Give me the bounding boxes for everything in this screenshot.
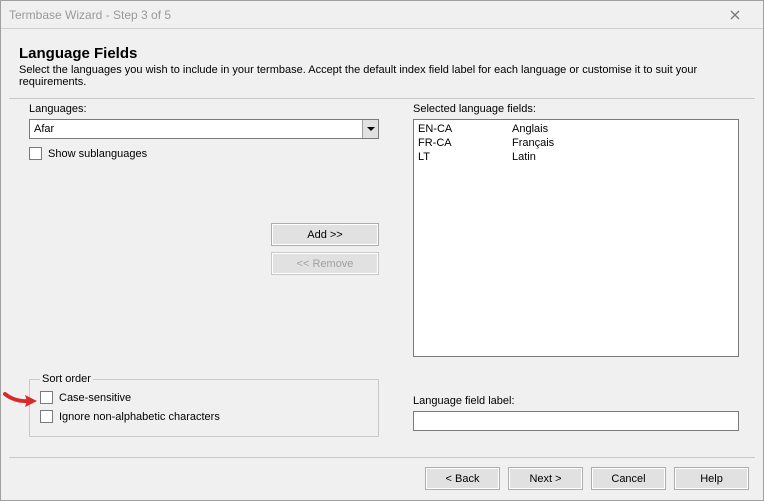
footer-divider <box>9 457 755 458</box>
case-sensitive-row: Case-sensitive <box>40 391 368 404</box>
cancel-button[interactable]: Cancel <box>591 467 666 490</box>
languages-label: Languages: <box>29 103 379 115</box>
help-button[interactable]: Help <box>674 467 749 490</box>
ignore-nonalpha-label: Ignore non-alphabetic characters <box>59 411 220 423</box>
language-field-label-input[interactable] <box>413 411 739 431</box>
wizard-window: Termbase Wizard - Step 3 of 5 Language F… <box>0 0 764 501</box>
list-item[interactable]: LT Latin <box>418 150 734 164</box>
page-description: Select the languages you wish to include… <box>19 64 745 88</box>
list-item-code: FR-CA <box>418 136 512 150</box>
show-sublanguages-label: Show sublanguages <box>48 148 147 160</box>
case-sensitive-checkbox[interactable] <box>40 391 53 404</box>
window-title: Termbase Wizard - Step 3 of 5 <box>9 8 715 22</box>
list-item-code: EN-CA <box>418 122 512 136</box>
right-column: Selected language fields: EN-CA Anglais … <box>413 103 739 357</box>
case-sensitive-label: Case-sensitive <box>59 392 131 404</box>
language-field-label-label: Language field label: <box>413 395 515 407</box>
list-item-name: Français <box>512 136 734 150</box>
chevron-down-icon[interactable] <box>362 120 378 138</box>
back-button[interactable]: < Back <box>425 467 500 490</box>
show-sublanguages-checkbox[interactable] <box>29 147 42 160</box>
list-item[interactable]: FR-CA Français <box>418 136 734 150</box>
next-button[interactable]: Next > <box>508 467 583 490</box>
footer-buttons: < Back Next > Cancel Help <box>425 467 749 490</box>
list-item-name: Anglais <box>512 122 734 136</box>
remove-button: << Remove <box>271 252 379 275</box>
page-title: Language Fields <box>19 45 745 62</box>
sort-order-group: Sort order Case-sensitive Ignore non-alp… <box>29 373 379 437</box>
titlebar: Termbase Wizard - Step 3 of 5 <box>1 1 763 29</box>
header: Language Fields Select the languages you… <box>1 29 763 90</box>
languages-combobox-value: Afar <box>30 123 362 135</box>
sort-order-legend: Sort order <box>40 373 93 385</box>
list-item[interactable]: EN-CA Anglais <box>418 122 734 136</box>
left-column: Languages: Afar Show sublanguages <box>29 103 379 160</box>
list-item-name: Latin <box>512 150 734 164</box>
close-icon[interactable] <box>715 7 755 23</box>
content-area: Languages: Afar Show sublanguages Add >>… <box>1 93 763 456</box>
selected-fields-listbox[interactable]: EN-CA Anglais FR-CA Français LT Latin <box>413 119 739 357</box>
ignore-nonalpha-checkbox[interactable] <box>40 410 53 423</box>
ignore-nonalpha-row: Ignore non-alphabetic characters <box>40 410 368 423</box>
selected-fields-label: Selected language fields: <box>413 103 739 115</box>
add-remove-buttons: Add >> << Remove <box>271 223 379 281</box>
add-button[interactable]: Add >> <box>271 223 379 246</box>
languages-combobox[interactable]: Afar <box>29 119 379 139</box>
list-item-code: LT <box>418 150 512 164</box>
show-sublanguages-row: Show sublanguages <box>29 147 379 160</box>
